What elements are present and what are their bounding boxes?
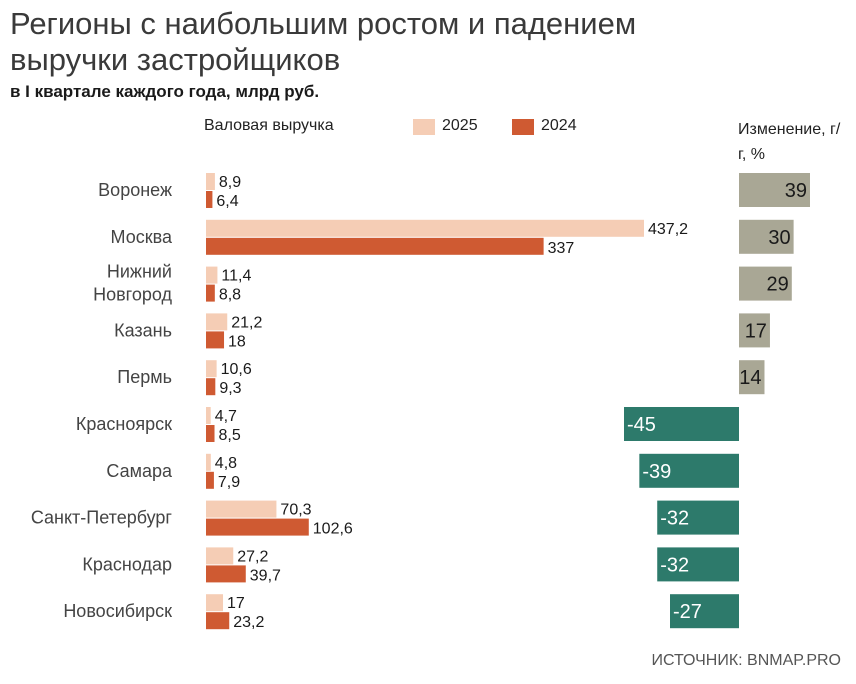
category-label: Пермь <box>117 367 172 387</box>
value-label-2024: 39,7 <box>250 567 281 584</box>
change-bar <box>739 266 792 301</box>
change-label: 39 <box>785 180 807 202</box>
change-bar <box>739 313 770 348</box>
bar-2024 <box>206 612 230 630</box>
change-label: -39 <box>642 461 671 483</box>
value-label-2024: 9,3 <box>219 380 241 397</box>
source-note: ИСТОЧНИК: BNMAP.PRO <box>651 652 841 669</box>
chart-title: Регионы с наибольшим ростом и падением в… <box>10 6 637 77</box>
bar-2024 <box>206 378 216 396</box>
value-label-2025: 4,8 <box>215 455 237 472</box>
legend-swatch-2025 <box>413 119 435 135</box>
bar-2025 <box>206 173 215 190</box>
bar-2024 <box>206 518 309 536</box>
bar-2024 <box>206 565 246 583</box>
category-label: Красноярск <box>76 414 172 434</box>
category-label-line: Красноярск <box>76 414 172 434</box>
category-label-line: Санкт-Петербург <box>31 508 173 528</box>
category-label: Санкт-Петербург <box>31 508 173 528</box>
bar-2025 <box>206 360 217 378</box>
value-label-2024: 23,2 <box>233 614 264 631</box>
bar-2024 <box>206 331 225 349</box>
category-label: Воронеж <box>98 180 172 200</box>
category-label-line: Новгород <box>93 285 172 305</box>
gross-revenue-header: Валовая выручка <box>204 117 334 134</box>
category-label: Москва <box>111 227 173 247</box>
bar-2024 <box>206 237 544 255</box>
bar-2025 <box>206 453 211 471</box>
category-label-line: Воронеж <box>98 180 172 200</box>
change-label: 29 <box>767 274 789 296</box>
value-label-2025: 8,9 <box>219 174 241 191</box>
bar-2025 <box>206 407 211 424</box>
value-label-2025: 4,7 <box>215 408 237 425</box>
category-label-line: Казань <box>114 320 172 340</box>
bar-2025 <box>206 313 228 331</box>
bar-2025 <box>206 547 234 565</box>
category-label-line: Москва <box>111 227 173 247</box>
change-label: -27 <box>673 601 702 623</box>
change-label: -32 <box>660 508 689 530</box>
value-label-2024: 6,4 <box>216 193 238 210</box>
bar-2025 <box>206 219 644 237</box>
value-label-2025: 17 <box>227 595 245 612</box>
legend-swatch-2024 <box>512 119 534 135</box>
category-label: Нижний Новгород <box>93 262 172 305</box>
change-bar <box>739 360 765 395</box>
category-label-line: Нижний <box>107 262 172 282</box>
change-bar <box>657 547 739 582</box>
value-label-2025: 21,2 <box>231 314 262 331</box>
change-label: -32 <box>660 554 689 576</box>
bar-2025 <box>206 594 224 612</box>
category-label: Краснодар <box>82 554 172 574</box>
value-label-2024: 7,9 <box>218 474 240 491</box>
value-label-2025: 437,2 <box>648 221 688 238</box>
category-label: Новосибирск <box>63 601 172 621</box>
bar-2024 <box>206 284 215 302</box>
change-bar <box>657 500 739 535</box>
change-label: 17 <box>745 320 767 342</box>
bar-2024 <box>206 191 213 208</box>
change-label: 14 <box>739 367 761 389</box>
chart-subtitle: в I квартале каждого года, млрд руб. <box>10 82 320 101</box>
category-label: Казань <box>114 320 172 340</box>
legend-label-2025: 2025 <box>442 117 478 134</box>
change-header: Изменение, г/г, % <box>738 121 841 163</box>
legend-label-2024: 2024 <box>541 117 577 134</box>
value-label-2025: 27,2 <box>237 548 268 565</box>
bar-2024 <box>206 425 215 442</box>
change-label: 30 <box>768 227 790 249</box>
category-label-line: Новосибирск <box>63 601 172 621</box>
category-label-line: Пермь <box>117 367 172 387</box>
change-bar <box>639 453 739 488</box>
value-label-2024: 18 <box>228 333 246 350</box>
category-label-line: Самара <box>106 461 173 481</box>
value-label-2024: 102,6 <box>313 521 353 538</box>
value-label-2025: 70,3 <box>280 502 311 519</box>
value-label-2024: 8,5 <box>219 427 241 444</box>
value-label-2024: 8,8 <box>219 287 241 304</box>
value-label-2025: 11,4 <box>221 268 251 285</box>
bar-2025 <box>206 500 277 518</box>
change-bar <box>739 219 794 254</box>
change-bar <box>624 407 739 441</box>
change-bar <box>670 594 739 629</box>
bar-2025 <box>206 266 218 284</box>
bar-2024 <box>206 471 214 489</box>
category-label: Самара <box>106 461 173 481</box>
category-label-line: Краснодар <box>82 554 172 574</box>
change-bar <box>739 173 810 207</box>
change-label: -45 <box>627 414 656 436</box>
value-label-2025: 10,6 <box>221 361 252 378</box>
value-label-2024: 337 <box>548 240 575 257</box>
